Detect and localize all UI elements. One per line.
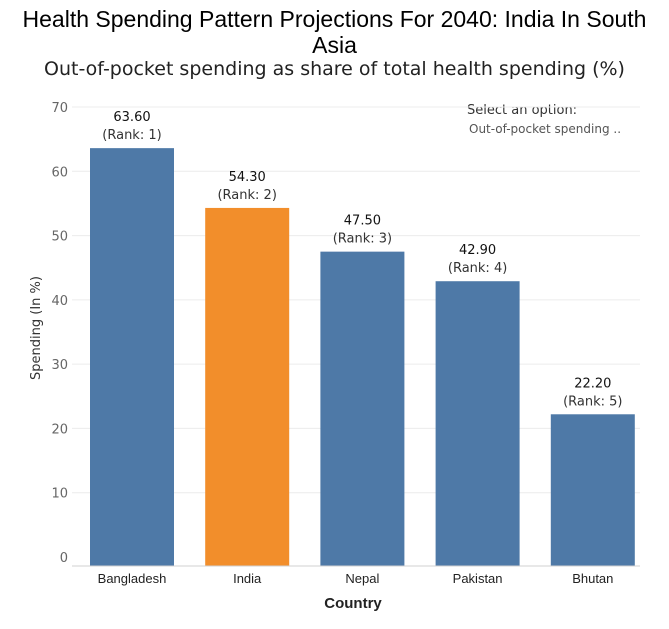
bar-nepal[interactable]: [320, 251, 405, 566]
y-axis-label: Spending (In %): [29, 276, 44, 380]
y-tick-label: 60: [51, 165, 68, 180]
bar-india[interactable]: [205, 207, 290, 566]
data-rank-label: (Rank: 4): [448, 261, 507, 276]
y-tick-label: 20: [51, 422, 68, 437]
x-axis-label: Country: [324, 595, 382, 612]
y-tick-label: 30: [51, 358, 68, 373]
data-value-label: 54.30: [229, 170, 266, 185]
data-value-label: 22.20: [574, 376, 611, 391]
chart-title-line-1: Health Spending Pattern Projections For …: [22, 6, 647, 32]
data-rank-label: (Rank: 2): [217, 188, 276, 203]
data-rank-label: (Rank: 3): [333, 232, 392, 247]
y-tick-label: 40: [51, 294, 68, 309]
x-tick-label: Pakistan: [453, 571, 503, 586]
y-tick-label: 50: [51, 230, 68, 245]
chart-title-line-2: Asia: [312, 32, 357, 58]
chart-subtitle: Out-of-pocket spending as share of total…: [44, 58, 625, 80]
option-selector-value[interactable]: Out-of-pocket spending ..: [469, 122, 622, 136]
y-tick-label: 0: [60, 551, 68, 566]
x-tick-label: India: [233, 571, 262, 586]
bar-bangladesh[interactable]: [90, 148, 174, 566]
data-value-label: 42.90: [459, 243, 496, 258]
data-value-label: 47.50: [344, 214, 381, 229]
y-tick-label: 10: [51, 487, 68, 502]
data-rank-label: (Rank: 1): [102, 128, 161, 143]
x-tick-label: Bangladesh: [98, 571, 167, 586]
bar-bhutan[interactable]: [550, 414, 635, 566]
x-tick-label: Nepal: [345, 571, 379, 586]
data-value-label: 63.60: [113, 110, 150, 125]
x-tick-label: Bhutan: [572, 571, 613, 586]
data-rank-label: (Rank: 5): [563, 394, 622, 409]
bar-pakistan[interactable]: [435, 281, 520, 566]
y-tick-label: 70: [51, 101, 68, 116]
chart-title: Health Spending Pattern Projections For …: [0, 6, 669, 58]
